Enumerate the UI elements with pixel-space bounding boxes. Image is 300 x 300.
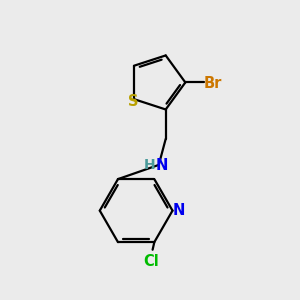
Text: H: H [143, 158, 155, 172]
Text: Cl: Cl [143, 254, 159, 269]
Text: N: N [156, 158, 168, 173]
Text: S: S [128, 94, 139, 110]
Text: N: N [172, 203, 185, 218]
Text: Br: Br [204, 76, 222, 91]
